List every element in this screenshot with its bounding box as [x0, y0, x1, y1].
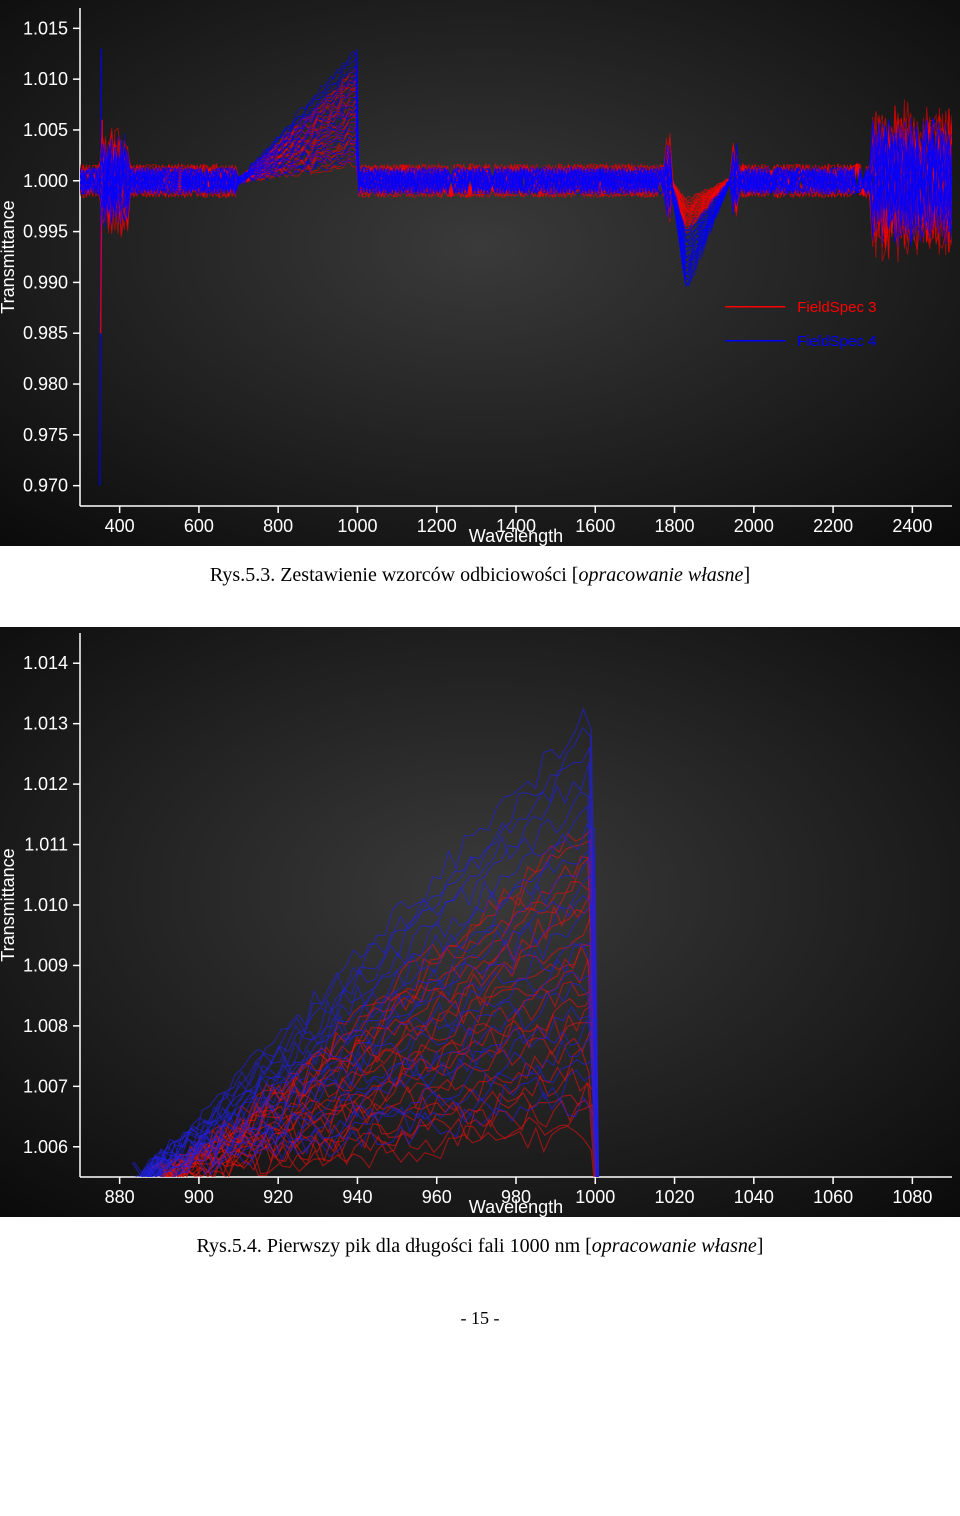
- svg-text:1800: 1800: [655, 516, 695, 536]
- svg-text:1.000: 1.000: [23, 171, 68, 191]
- svg-text:1200: 1200: [417, 516, 457, 536]
- caption-2-prefix: Rys.5.4. Pierwszy pik dla długości fali …: [197, 1235, 592, 1257]
- svg-text:1.012: 1.012: [23, 774, 68, 794]
- svg-text:1.007: 1.007: [23, 1076, 68, 1096]
- svg-text:Wavelength: Wavelength: [469, 1197, 563, 1217]
- svg-text:0.980: 0.980: [23, 374, 68, 394]
- svg-text:FieldSpec 4: FieldSpec 4: [797, 333, 876, 350]
- svg-text:Transmittance: Transmittance: [0, 848, 18, 961]
- svg-text:1.006: 1.006: [23, 1137, 68, 1157]
- svg-text:1060: 1060: [813, 1187, 853, 1207]
- svg-text:Transmittance: Transmittance: [0, 200, 18, 313]
- chart-2: 880900920940960980100010201040106010801.…: [0, 627, 960, 1217]
- svg-text:1080: 1080: [892, 1187, 932, 1207]
- svg-text:2000: 2000: [734, 516, 774, 536]
- chart-1: 4006008001000120014001600180020002200240…: [0, 0, 960, 546]
- page: 4006008001000120014001600180020002200240…: [0, 0, 960, 1349]
- svg-text:1.011: 1.011: [24, 835, 68, 855]
- svg-text:600: 600: [184, 516, 214, 536]
- caption-2: Rys.5.4. Pierwszy pik dla długości fali …: [0, 1235, 960, 1258]
- caption-1-suffix: ]: [743, 564, 750, 586]
- svg-text:0.985: 0.985: [23, 323, 68, 343]
- svg-text:1.010: 1.010: [23, 69, 68, 89]
- svg-text:FieldSpec 3: FieldSpec 3: [797, 299, 876, 316]
- page-number: - 15 -: [0, 1308, 960, 1349]
- svg-text:1.005: 1.005: [23, 120, 68, 140]
- svg-text:1040: 1040: [734, 1187, 774, 1207]
- caption-1-prefix: Rys.5.3. Zestawienie wzorców odbiciowośc…: [210, 564, 579, 586]
- svg-text:1.013: 1.013: [23, 714, 68, 734]
- svg-text:2400: 2400: [892, 516, 932, 536]
- caption-2-ital: opracowanie własne: [592, 1235, 757, 1257]
- svg-text:0.990: 0.990: [23, 272, 68, 292]
- caption-1-ital: opracowanie własne: [578, 564, 743, 586]
- svg-text:1020: 1020: [655, 1187, 695, 1207]
- svg-text:400: 400: [105, 516, 135, 536]
- caption-1: Rys.5.3. Zestawienie wzorców odbiciowośc…: [0, 564, 960, 587]
- svg-text:1.008: 1.008: [23, 1016, 68, 1036]
- svg-text:1000: 1000: [575, 1187, 615, 1207]
- svg-text:960: 960: [422, 1187, 452, 1207]
- svg-text:1.014: 1.014: [23, 653, 68, 673]
- svg-text:880: 880: [105, 1187, 135, 1207]
- svg-text:1000: 1000: [337, 516, 377, 536]
- svg-text:800: 800: [263, 516, 293, 536]
- svg-text:920: 920: [263, 1187, 293, 1207]
- svg-text:0.970: 0.970: [23, 476, 68, 496]
- svg-text:1.009: 1.009: [23, 955, 68, 975]
- svg-text:Wavelength: Wavelength: [469, 526, 563, 546]
- svg-text:1600: 1600: [575, 516, 615, 536]
- svg-text:940: 940: [342, 1187, 372, 1207]
- chart-1-container: 4006008001000120014001600180020002200240…: [0, 0, 960, 546]
- svg-text:2200: 2200: [813, 516, 853, 536]
- svg-text:900: 900: [184, 1187, 214, 1207]
- svg-text:1.010: 1.010: [23, 895, 68, 915]
- svg-text:0.995: 0.995: [23, 222, 68, 242]
- svg-text:1.015: 1.015: [23, 18, 68, 38]
- chart-2-container: 880900920940960980100010201040106010801.…: [0, 627, 960, 1217]
- caption-2-suffix: ]: [757, 1235, 764, 1257]
- svg-text:0.975: 0.975: [23, 425, 68, 445]
